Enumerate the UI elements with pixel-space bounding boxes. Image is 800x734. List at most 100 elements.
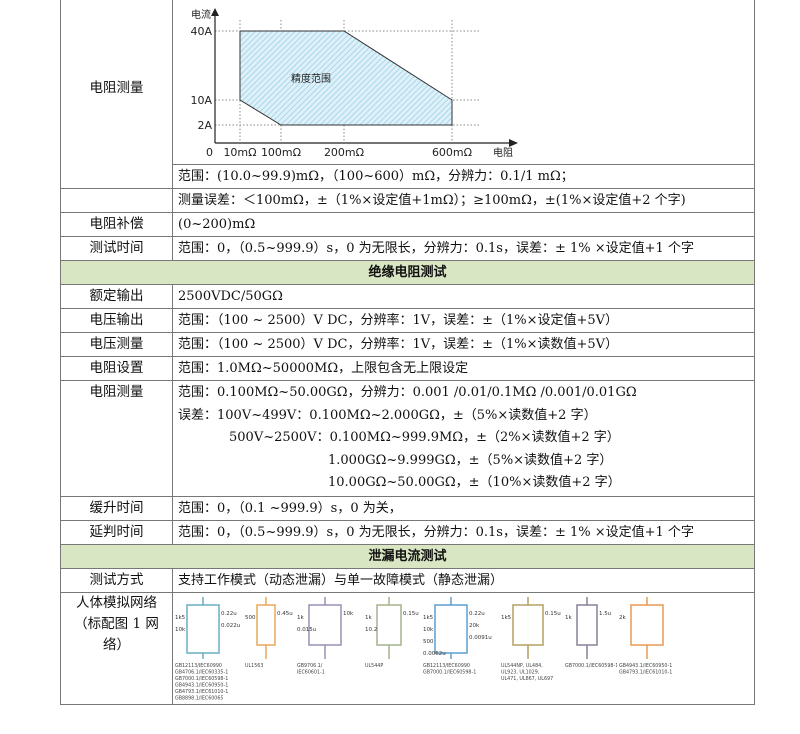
- y-tick-label: 10A: [190, 94, 212, 107]
- row-label-test-mode: 测试方式: [60, 567, 173, 593]
- x-tick-label: 100mΩ: [261, 146, 301, 159]
- y-axis-label: 电流: [191, 8, 211, 21]
- x-axis-arrow: [509, 139, 518, 147]
- component-value: 1k5: [175, 615, 186, 621]
- standard-label: GB7000.1/IEC60598-1: [565, 663, 617, 669]
- component-value: 10.2: [365, 627, 377, 633]
- standard-label: GB9706.1/: [297, 663, 323, 669]
- precision-chart-cell: 电流电阻 0 10mΩ 100mΩ 200mΩ 600mΩ 2A 10A 40A 精度范围: [172, 0, 755, 165]
- test-time-value: 范围：0，（0.5~999.9）s，0 为无限长，分辨力：0.1s，误差：± 1…: [172, 236, 755, 261]
- x-axis-label: 电阻: [493, 146, 513, 159]
- component-value: 10k: [423, 627, 434, 633]
- component-value: 0.22u: [469, 611, 485, 617]
- component-value: 1.5u: [599, 611, 611, 617]
- standard-label: GB4793.1/IEC61010-1: [175, 689, 228, 695]
- ir-line: 500V~2500V：0.100MΩ~999.9MΩ，±（2%×读数值+2 字）: [229, 430, 620, 445]
- row-label-resistance-measure: 电阻测量: [60, 0, 173, 189]
- component-value: 0.015u: [297, 627, 316, 633]
- component-value: 0.15u: [545, 611, 561, 617]
- component-value: 0.0091u: [469, 635, 492, 641]
- component-value: 10k: [343, 611, 354, 617]
- component-value: 500: [423, 639, 434, 645]
- component-value: 0.15u: [403, 611, 419, 617]
- spec-table: 电阻测量 电流电阻 0 10mΩ 100mΩ 200mΩ 600mΩ 2A 10A 40A 精度范…: [60, 0, 755, 705]
- ir-line: 误差：100V~499V：0.100MΩ~2.000GΩ，±（5%×读数值+2 …: [178, 407, 597, 423]
- row-label-body-network: 人体模拟网络（标配图 1 网络）: [60, 591, 173, 705]
- component-value: 0.0062u: [423, 651, 446, 657]
- row-label-judge-delay: 延判时间: [60, 519, 173, 545]
- standard-label: GB4943.1/IEC60950-1: [175, 682, 228, 688]
- standard-label: GB4943.1/IEC60950-1: [619, 663, 672, 669]
- component-value: 1k5: [423, 615, 434, 621]
- standard-label: GB7000.1/IEC60598-1: [423, 669, 476, 675]
- component-value: 2k: [619, 615, 626, 621]
- row-label-empty: [60, 188, 173, 213]
- ir-line: 1.000GΩ~9.999GΩ，±（5%×读数值+2 字）: [328, 452, 613, 468]
- ir-line: 范围：0.100MΩ~50.00GΩ，分辨力：0.001 /0.01/0.1MΩ…: [178, 385, 637, 400]
- network-diagrams: 1k5 0.22u 10k 0.022u GB12113/IEC60990 GB4706.…: [173, 593, 754, 704]
- standard-label: UL1563: [245, 663, 263, 669]
- voltage-measure-value: 范围：（100 ~ 2500）V DC，分辨率：1V，误差：±（1%×读数值+5…: [172, 332, 755, 357]
- row-label-resistance-comp: 电阻补偿: [60, 212, 173, 237]
- component-value: 0.22u: [221, 611, 237, 617]
- network-diagram: 500 0.45u UL1563: [245, 596, 293, 669]
- x-tick-label: 600mΩ: [432, 146, 472, 159]
- region-label: 精度范围: [291, 72, 331, 85]
- resistance-setting-value: 范围：1.0MΩ~50000MΩ，上限包含无上限设定: [172, 356, 755, 381]
- row-label-ir-measure: 电阻测量: [60, 380, 173, 497]
- precision-region: [239, 30, 453, 126]
- ir-line: 10.00GΩ~50.00GΩ，±（10%×读数值+2 字）: [328, 475, 621, 490]
- y-tick-label: 40A: [190, 25, 212, 38]
- row-label-ramp-time: 缓升时间: [60, 495, 173, 521]
- row-label-voltage-measure: 电压测量: [60, 332, 173, 357]
- component-value: 0.022u: [221, 623, 240, 629]
- standard-label: UL544P: [365, 663, 383, 669]
- standard-label: GB4793.1/IEC61010-1: [619, 669, 672, 675]
- resistance-comp-value: (0~200)mΩ: [172, 212, 755, 237]
- judge-delay-value: 范围：0，（0.5~999.9）s，0 为无限长，分辨力：0.1s，误差：± 1…: [172, 519, 755, 545]
- row-label-test-time: 测试时间: [60, 236, 173, 261]
- ir-measure-value: 范围：0.100MΩ~50.00GΩ，分辨力：0.001 /0.01/0.1MΩ…: [172, 380, 755, 497]
- origin-label: 0: [206, 146, 213, 159]
- voltage-output-value: 范围：（100 ~ 2500）V DC，分辨率：1V，误差：±（1%×设定值+5…: [172, 308, 755, 333]
- network-diagram: 1k5 0.15u UL544NP, UL484,UL923, UL1029,UL4…: [501, 596, 561, 682]
- standard-label: GB12113/IEC60990: [175, 663, 222, 669]
- network-diagram: 1k 1.5u GB7000.1/IEC60598-1: [565, 596, 617, 669]
- component-value: 0.45u: [277, 611, 293, 617]
- component-value: 1k5: [501, 615, 512, 621]
- resistance-range-text: 范围：(10.0~99.9)mΩ，（100~600）mΩ，分辨力：0.1/1 m…: [172, 164, 755, 189]
- standard-label: GB4706.1/IEC60335-1: [175, 669, 228, 675]
- body-network-cell: 1k5 0.22u 10k 0.022u GB12113/IEC60990 GB4706.…: [172, 591, 755, 705]
- component-value: 10k: [175, 627, 186, 633]
- component-value: 500: [245, 615, 256, 621]
- ramp-time-value: 范围：0，（0.1 ~999.9）s，0 为关，: [172, 495, 755, 521]
- component-value: 1k: [365, 615, 372, 621]
- standard-label: UL544NP, UL484,: [501, 663, 543, 669]
- standard-label: IEC60601-1: [297, 669, 325, 675]
- component-value: 20k: [469, 623, 480, 629]
- resistance-error-text: 测量误差：＜100mΩ，±（1%×设定值+1mΩ）；≥100mΩ，±(1%×设定…: [172, 188, 755, 213]
- network-diagram: 1k5 0.22u 10k 0.022u GB12113/IEC60990GB4706.…: [175, 596, 240, 701]
- y-tick-label: 2A: [197, 119, 212, 132]
- x-tick-label: 10mΩ: [223, 146, 256, 159]
- x-tick-label: 200mΩ: [324, 146, 364, 159]
- y-axis-arrow: [211, 8, 219, 16]
- standard-label: GB12113/IEC60990: [423, 663, 470, 669]
- component-value: 1k: [297, 615, 304, 621]
- component-value: 1k: [565, 615, 572, 621]
- standard-label: GB8898.1/IEC60065: [175, 695, 223, 701]
- row-label-voltage-output: 电压输出: [60, 308, 173, 333]
- standard-label: UL923, UL1029,: [501, 669, 540, 675]
- network-diagram: 1k 0.15u 10.2 UL544P: [365, 596, 419, 669]
- network-diagram: 1k 10k 0.015u GB9706.1/IEC60601-1: [297, 596, 354, 675]
- row-label-rated-output: 额定输出: [60, 284, 173, 309]
- row-label-resistance-setting: 电阻设置: [60, 356, 173, 381]
- network-diagram: 1k5 0.22u 10k 20k 500 0.0091u 0.0062u GB12113/I…: [423, 596, 492, 675]
- standard-label: UL471, UL867, UL697: [501, 676, 553, 682]
- section-header-insulation: 绝缘电阻测试: [60, 260, 755, 285]
- rated-output-value: 2500VDC/50GΩ: [172, 284, 755, 309]
- section-header-leakage: 泄漏电流测试: [60, 543, 755, 569]
- test-mode-value: 支持工作模式（动态泄漏）与单一故障模式（静态泄漏）: [172, 567, 755, 593]
